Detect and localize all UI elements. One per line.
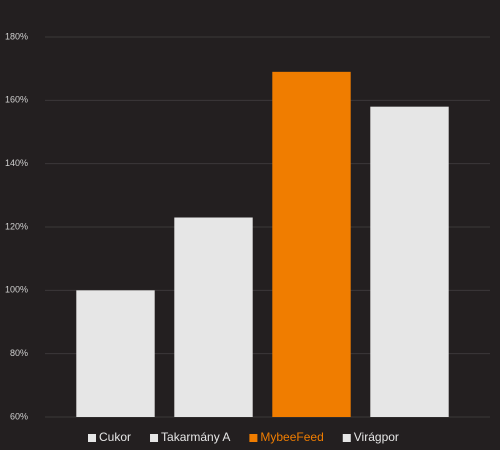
legend-swatch [88,434,96,442]
legend-label: MybeeFeed [260,430,323,444]
legend-label: Takarmány A [161,430,230,444]
y-tick-label: 160% [5,95,28,105]
legend-swatch [342,434,351,442]
y-tick-label: 60% [10,411,28,421]
bar [272,71,351,417]
bar [76,290,155,417]
y-tick-label: 120% [5,221,28,231]
y-tick-label: 80% [10,348,28,358]
bar [174,217,253,417]
y-tick-label: 100% [5,285,28,295]
y-tick-label: 140% [5,158,28,168]
y-tick-label: 180% [5,31,28,41]
legend-swatch [150,434,159,442]
legend-label: Cukor [99,430,131,444]
legend-swatch [249,434,258,442]
legend-label: Virágpor [354,430,399,444]
bar [370,106,449,418]
